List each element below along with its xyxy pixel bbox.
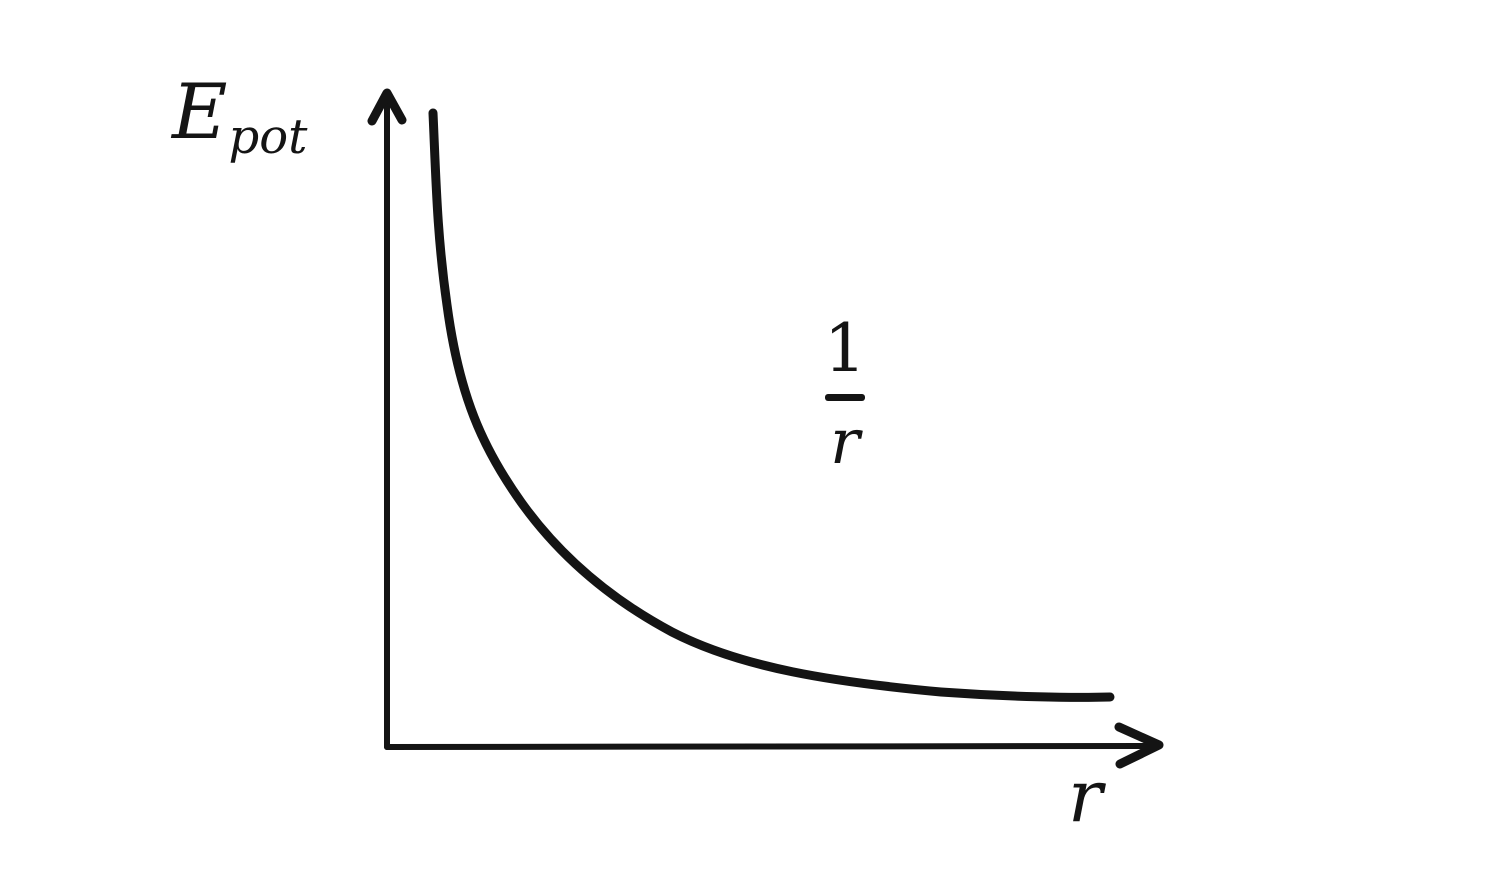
annotation-fraction: 1 r: [824, 316, 866, 473]
fraction-bar: [825, 394, 865, 401]
fraction-numerator: 1: [824, 310, 866, 387]
fraction-denominator: r: [830, 405, 860, 478]
x-axis-label: r: [1068, 754, 1103, 838]
y-axis-label-base: E: [172, 67, 228, 156]
y-axis-label: Epot: [172, 74, 307, 162]
y-axis-arrowhead-icon: [367, 88, 407, 126]
x-axis-line: [384, 743, 1153, 750]
x-axis-arrowhead-icon: [1114, 722, 1164, 769]
curve-1-over-r: [428, 108, 1115, 702]
y-axis-label-subscript: pot: [228, 109, 308, 166]
